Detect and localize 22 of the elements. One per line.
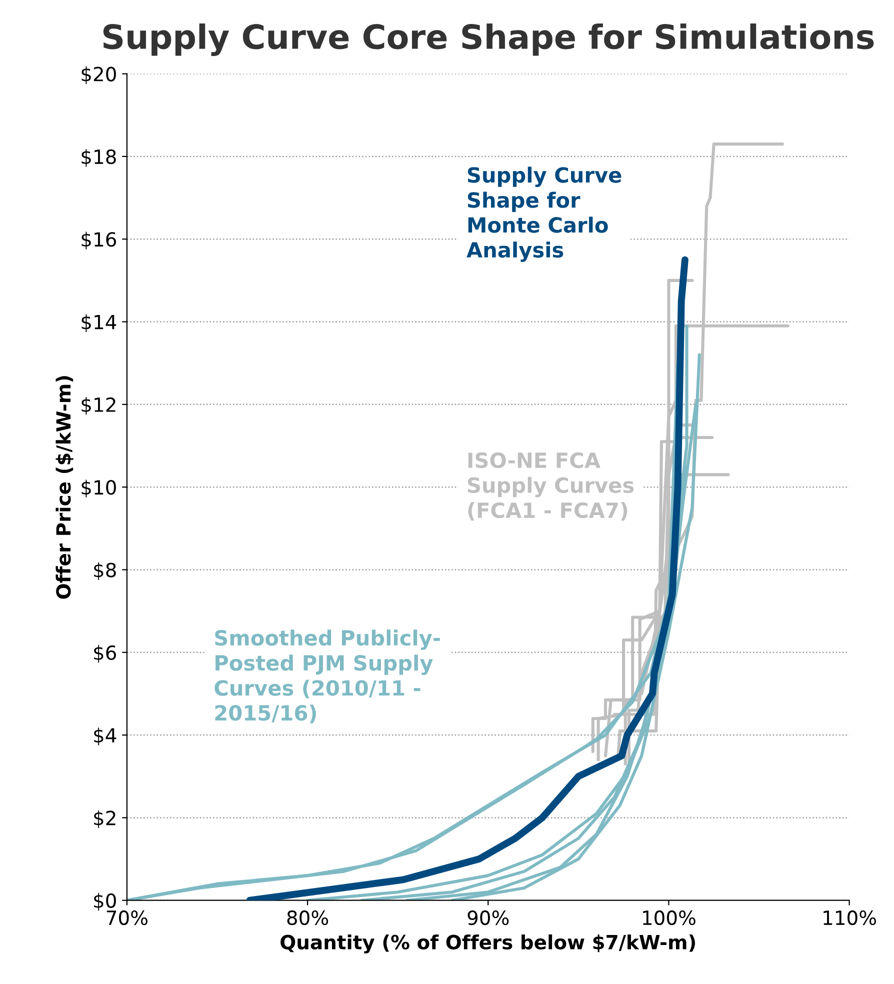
x-tick-label: 90% [468, 910, 509, 926]
text: Smoothed Publicly- Posted PJM Supply Curves (2010/11 - 2015/16) [214, 630, 440, 724]
y-tick-label: $2 [94, 810, 116, 828]
x-tick-label: 100% [643, 910, 696, 926]
x-tick-label: 80% [287, 910, 328, 926]
y-tick-label: $8 [94, 562, 116, 580]
y-tick-label: $20 [82, 66, 116, 84]
y-tick-label: $12 [82, 397, 116, 415]
x-tick-label: 110% [824, 910, 876, 926]
text: Supply Curve Shape for Monte Carlo Analysis [466, 166, 622, 262]
y-tick-label: $0 [94, 892, 116, 911]
y-tick-label: $16 [82, 232, 116, 250]
y-axis-title: Offer Price ($/kW-m) [56, 376, 74, 599]
y-tick-label: $4 [94, 728, 116, 746]
x-tick-label: 70% [106, 910, 148, 926]
y-tick-label: $6 [94, 645, 116, 663]
y-tick-label: $18 [82, 149, 116, 167]
chart-title: Supply Curve Core Shape for Simulations [103, 23, 874, 56]
y-tick-label: $10 [82, 480, 116, 498]
y-tick-label: $14 [82, 314, 116, 332]
x-axis-title: Quantity (% of Offers below $7/kW-m) [280, 934, 695, 954]
series-label: ISO-NE FCA Supply Curves (FCA1 - FCA7) [468, 452, 634, 521]
